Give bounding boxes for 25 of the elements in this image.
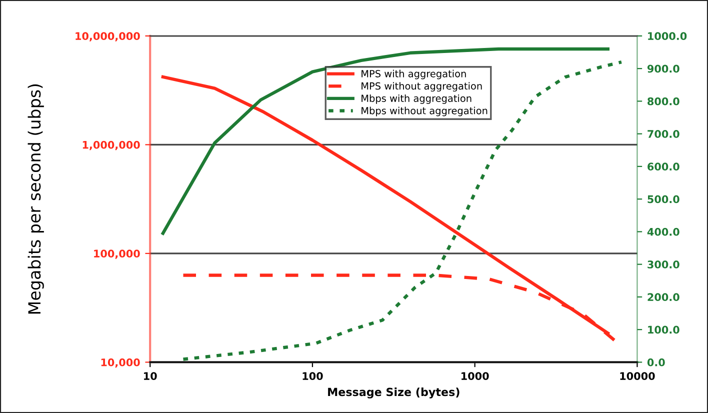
y2-tick-label: 600.0 — [648, 162, 680, 171]
y2-tick-label: 1000.0 — [648, 32, 687, 40]
y-tick-label: 10,000,000 — [76, 32, 140, 42]
y2-tick-label: 0.0 — [647, 358, 665, 366]
legend-label: MPS without aggregation — [362, 82, 482, 92]
y2-tick-label: 300.0 — [648, 260, 680, 268]
x-tick-label: 1000 — [462, 372, 489, 380]
y2-tick-label: 900.0 — [647, 64, 680, 73]
x-tick-label: 10 — [144, 372, 157, 380]
legend-label: Mbps without aggregation — [362, 106, 488, 116]
y2-tick-label: 700.0 — [648, 130, 680, 138]
y2-tick-label: 200.0 — [648, 293, 680, 302]
y2-tick-label: 100.0 — [648, 326, 680, 334]
y-tick-label: 10,000 — [101, 358, 140, 368]
y2-tick-label: 400.0 — [647, 228, 680, 236]
x-axis-title: Message Size (bytes) — [328, 388, 460, 398]
y-axis-title: Megabits per second (ubps) — [28, 84, 44, 314]
x-tick-label: 10000 — [620, 372, 655, 380]
x-tick-label: 100 — [302, 372, 323, 380]
y2-tick-label: 500.0 — [648, 195, 680, 204]
y2-tick-label: 800.0 — [648, 97, 680, 106]
y-tick-label: 100,000 — [94, 250, 140, 259]
y-tick-label: 1,000,000 — [82, 140, 140, 150]
legend-label: MPS with aggregation — [362, 70, 466, 80]
legend-label: Mbps with aggregation — [362, 94, 472, 104]
